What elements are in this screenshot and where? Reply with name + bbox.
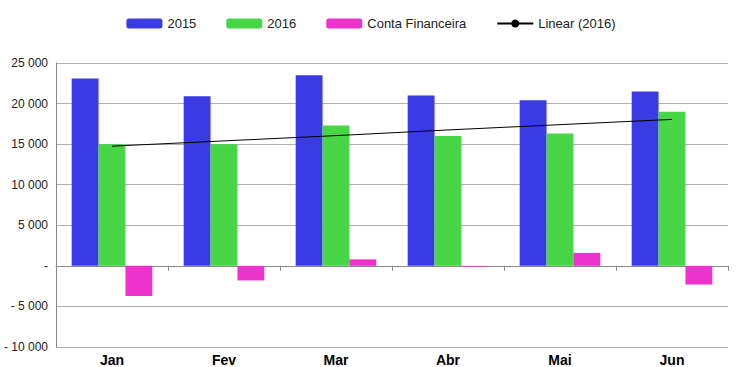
svg-text:Linear (2016): Linear (2016) bbox=[538, 16, 615, 31]
svg-text:25 000: 25 000 bbox=[11, 56, 48, 70]
svg-text:2016: 2016 bbox=[267, 16, 296, 31]
svg-text:20 000: 20 000 bbox=[11, 97, 48, 111]
svg-text:Abr: Abr bbox=[436, 352, 461, 367]
svg-text:Jun: Jun bbox=[660, 352, 685, 367]
svg-text:Mar: Mar bbox=[324, 352, 349, 367]
svg-text:-: - bbox=[44, 259, 48, 273]
svg-text:10 000: 10 000 bbox=[11, 178, 48, 192]
svg-text:Fev: Fev bbox=[212, 352, 236, 367]
svg-text:Mai: Mai bbox=[548, 352, 571, 367]
svg-text:- 10 000: - 10 000 bbox=[4, 340, 48, 354]
svg-text:- 5 000: - 5 000 bbox=[11, 299, 49, 313]
svg-text:2015: 2015 bbox=[167, 16, 196, 31]
svg-text:Jan: Jan bbox=[100, 352, 124, 367]
svg-text:15 000: 15 000 bbox=[11, 137, 48, 151]
svg-text:Conta Financeira: Conta Financeira bbox=[367, 16, 467, 31]
svg-text:5 000: 5 000 bbox=[18, 218, 48, 232]
